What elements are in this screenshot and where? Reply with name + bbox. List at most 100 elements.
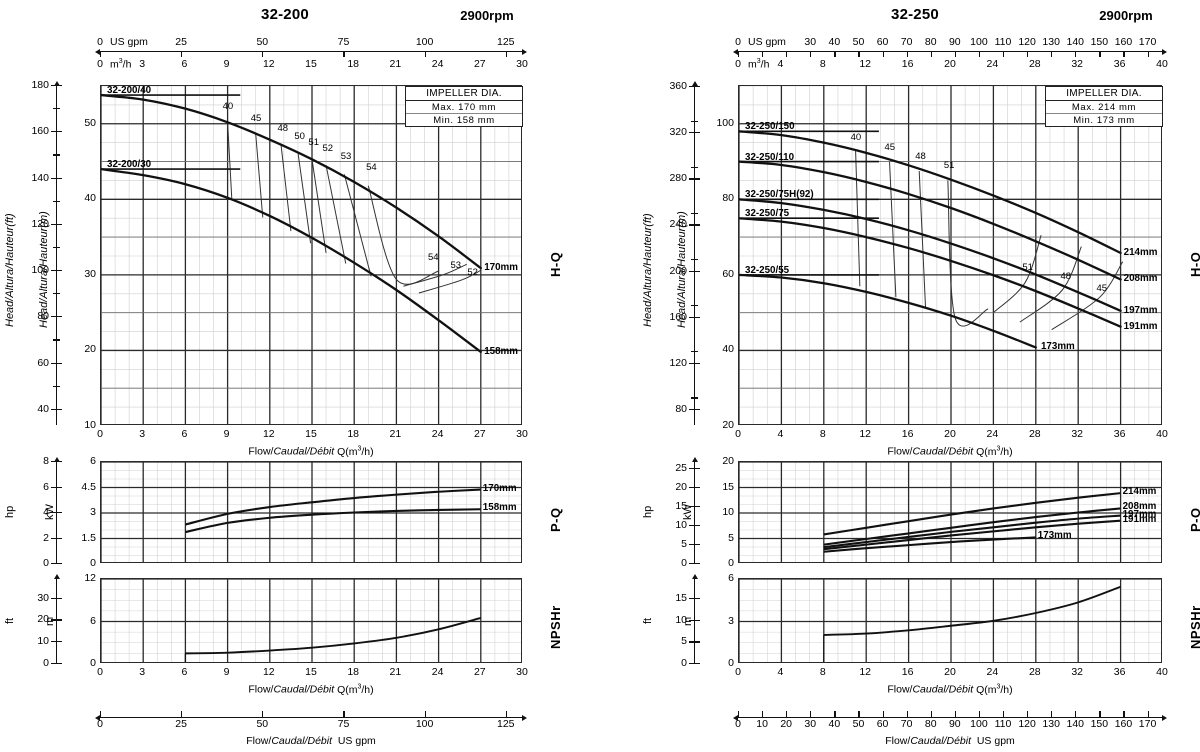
gpm-tick (858, 51, 860, 57)
hq-ft-tick (51, 131, 62, 133)
pq-ytick-kw-label: 10 (722, 506, 734, 518)
bottom-gpm-tick-label: 75 (337, 718, 350, 730)
bottom-gpm-tick-label: 125 (497, 718, 515, 730)
gpm-tick-label: 160 (1114, 36, 1133, 48)
hq-ft-tick-label: 180 (31, 79, 49, 91)
gpm-tick (1147, 51, 1149, 57)
bottom-gpm-caption-unit: US gpm (971, 735, 1015, 747)
bottom-gpm-axis-line (100, 717, 522, 719)
gpm-tick (100, 51, 102, 57)
npsh-xtick-label: 6 (181, 666, 188, 678)
bottom-gpm-tick (1027, 711, 1029, 717)
hq-dia-label: 214mm (1123, 246, 1158, 258)
npsh-xtick-label: 9 (223, 666, 230, 678)
npsh-xtick-label: 16 (901, 666, 914, 678)
m3h-tick-label: 16 (901, 58, 914, 70)
npsh-x-caption-32-250: Flow/Caudal/Débit Q(m3/h) (887, 683, 1012, 696)
bottom-gpm-tick (100, 711, 102, 717)
hq-ft-axis-cap (692, 81, 698, 86)
hq-x-caption-prefix: Flow/ (248, 445, 274, 458)
pq-hp-tick-label: 6 (43, 480, 49, 493)
pq-hp-tick (689, 524, 700, 527)
hq-ft-tick-label: 100 (31, 264, 49, 277)
hq-x-caption-suffix: Q(m3/h) (973, 445, 1013, 458)
m3h-tick-label: 0 (97, 58, 103, 70)
hq-ft-tick-label: 80 (675, 402, 687, 415)
bottom-gpm-caption-prefix: Flow/ (246, 735, 272, 747)
efficiency-label: 51 (1022, 262, 1033, 273)
npsh-ytick-m-label: 12 (84, 572, 96, 584)
m3h-unit-label: m3/h (748, 58, 770, 71)
npsh-ytick-m-label: 3 (728, 614, 734, 627)
bottom-gpm-tick-label: 170 (1138, 718, 1157, 730)
bottom-gpm-arrow-left (95, 714, 100, 721)
bottom-gpm-tick (930, 711, 932, 717)
hq-curve-label: 32-250/110 (745, 151, 795, 163)
efficiency-label: 54 (427, 251, 439, 263)
pq-hp-scale-32-200: 0 2 4 6 8 (22, 455, 62, 569)
pq-hp-tick-label: 20 (675, 480, 687, 493)
gpm-axis-line (738, 51, 1162, 53)
hq-ft-axis-line (693, 85, 695, 425)
hq-xtick-label: 12 (859, 428, 872, 440)
npsh-xtick-label: 20 (944, 666, 956, 678)
efficiency-label: 54 (366, 161, 377, 173)
pq-ytick-kw-label: 0 (90, 557, 96, 569)
bottom-gpm-tick-label: 60 (876, 718, 889, 730)
gpm-tick-label: 70 (900, 36, 913, 48)
bottom-gpm-tick (834, 711, 836, 717)
hq-xtick-label: 3 (139, 428, 146, 440)
bottom-gpm-tick (762, 711, 764, 717)
pq-dia-label: 208mm (1122, 501, 1157, 513)
hq-curve-label: 32-250/75H(92) (745, 189, 814, 201)
pq-hp-tick (689, 486, 700, 489)
hq-ytick-m-label: 30 (84, 267, 96, 280)
bottom-gpm-tick-label: 150 (1090, 718, 1109, 730)
pq-hp-tick (689, 563, 700, 565)
npsh-x-caption-italic: Caudal/Débit (912, 683, 974, 696)
hq-xtick-label: 0 (735, 428, 741, 440)
m3h-tick-label: 32 (1071, 58, 1084, 70)
hq-ft-tick-label: 160 (669, 310, 687, 323)
gpm-tick (1003, 51, 1005, 57)
hq-ft-minor-tick (691, 166, 698, 169)
npsh-xtick-label: 15 (305, 666, 317, 678)
hq-ft-tick (689, 316, 700, 318)
hq-xtick-label: 8 (819, 428, 826, 440)
pq-dia-label: 170mm (482, 482, 517, 494)
npsh-xaxis-labels-32-250: 0 4 8 12 16 20 24 28 32 36 40 (735, 666, 1168, 682)
npsh-ft-tick-label: 0 (43, 657, 49, 669)
gpm-tick-label: 150 (1090, 36, 1109, 48)
pq-ytick-kw-label: 6 (90, 455, 96, 467)
efficiency-label: 45 (1096, 282, 1108, 294)
hq-xtick-label: 28 (1028, 428, 1041, 440)
bottom-gpm-tick (858, 711, 860, 717)
pq-dia-label: 214mm (1122, 486, 1157, 498)
efficiency-label: 40 (850, 131, 862, 143)
hq-ft-tick-label: 240 (669, 218, 687, 231)
pq-yaxis-kw-32-200: 0 1.5 3 4.5 6 (70, 455, 98, 569)
pq-hp-tick-label: 10 (675, 518, 687, 531)
hq-xtick-label: 32 (1071, 428, 1084, 440)
pq-hp-tick-label: 15 (675, 499, 687, 512)
pq-hp-tick-label: 0 (681, 557, 687, 569)
npsh-right-label-32-200: NPSHr (548, 604, 563, 649)
bottom-gpm-tick-label: 100 (415, 718, 434, 730)
hq-xtick-label: 4 (777, 428, 784, 440)
hq-plot-32-200: 32-200/40 32-200/30 40 45 48 50 51 52 53 54 54 53 52… (100, 85, 522, 425)
hq-x-caption-italic: Caudal/Débit (912, 445, 974, 458)
bottom-gpm-tick-label: 130 (1042, 718, 1060, 730)
npsh-xtick-label: 12 (262, 666, 275, 678)
efficiency-label: 51 (943, 160, 955, 172)
hq-plot-32-250: 32-250/150 32-250/110 32-250/75H(92) 32-250… (738, 85, 1162, 425)
npsh-ylabel-ft-32-200: ft (4, 617, 16, 624)
pq-hp-tick-label: 2 (43, 531, 49, 544)
m3h-tick-label: 4 (777, 58, 784, 70)
efficiency-label: 48 (277, 123, 289, 135)
top-gpm-scale-32-200: 0 25 50 75 100 125 US gpm (95, 36, 527, 62)
hq-ft-tick (689, 408, 700, 411)
npsh-ft-tick (51, 619, 62, 621)
gpm-tick-label: 25 (175, 36, 187, 48)
npsh-right-label-32-250: NPSHr (1188, 604, 1200, 649)
npsh-xtick-label: 28 (1028, 666, 1041, 678)
